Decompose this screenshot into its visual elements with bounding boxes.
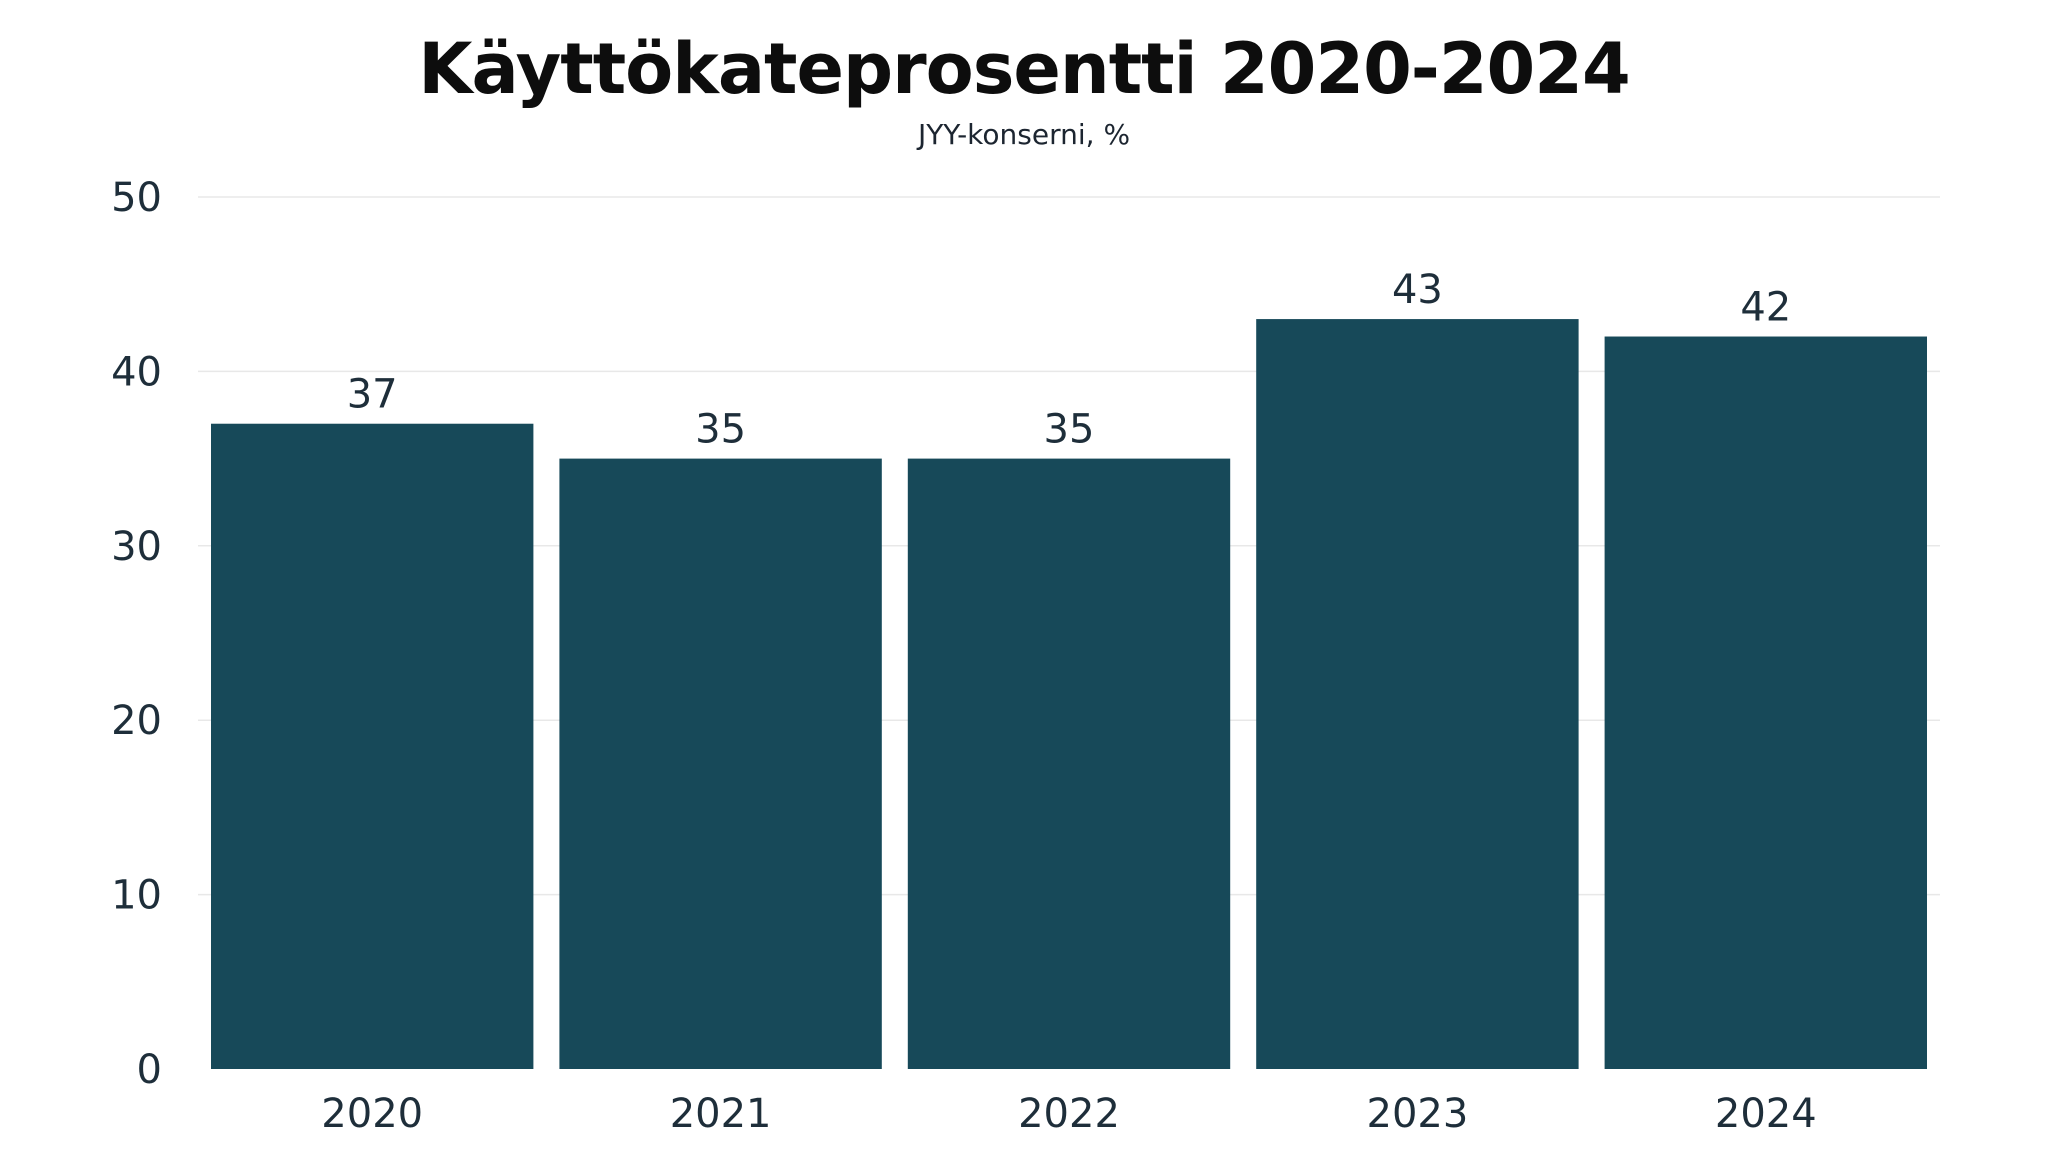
- y-axis-ticks: 0 10 20 30 40 50: [111, 175, 162, 1093]
- data-label: 42: [1740, 285, 1791, 331]
- data-label: 37: [347, 372, 398, 418]
- bars: [211, 319, 1927, 1070]
- chart-subtitle: JYY-konserni, %: [917, 118, 1131, 151]
- bar: [1256, 319, 1579, 1070]
- bar: [1604, 336, 1927, 1069]
- x-axis-ticks: 2020 2021 2022 2023 2024: [321, 1091, 1816, 1137]
- data-label: 35: [1044, 407, 1095, 453]
- x-tick-label: 2023: [1367, 1091, 1469, 1137]
- y-tick-label: 10: [111, 873, 162, 919]
- bar: [559, 458, 882, 1070]
- y-tick-label: 0: [137, 1047, 162, 1093]
- x-tick-label: 2020: [321, 1091, 423, 1137]
- y-tick-label: 20: [111, 698, 162, 744]
- x-tick-label: 2024: [1715, 1091, 1817, 1137]
- x-tick-label: 2021: [670, 1091, 772, 1137]
- data-label: 35: [695, 407, 746, 453]
- x-tick-label: 2022: [1018, 1091, 1120, 1137]
- bar: [907, 458, 1231, 1070]
- bar: [211, 423, 534, 1070]
- y-tick-label: 50: [111, 175, 162, 221]
- data-labels: 37 35 35 43 42: [347, 267, 1792, 453]
- data-label: 43: [1392, 267, 1443, 313]
- chart-title: Käyttökateprosentti 2020-2024: [418, 28, 1630, 110]
- y-tick-label: 30: [111, 524, 162, 570]
- y-tick-label: 40: [111, 349, 162, 395]
